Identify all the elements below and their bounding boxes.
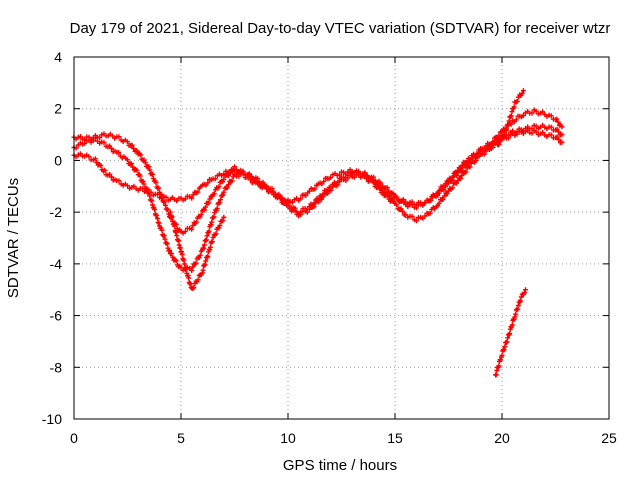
series-track-d xyxy=(167,209,227,291)
y-tick-label: -6 xyxy=(50,308,63,324)
x-tick-label: 20 xyxy=(494,430,510,446)
y-tick-label: -8 xyxy=(50,359,63,375)
x-tick-label: 0 xyxy=(70,430,78,446)
plot-frame xyxy=(73,56,610,420)
data-series xyxy=(71,88,565,378)
y-tick-label: -4 xyxy=(50,256,63,272)
series-markers xyxy=(495,88,526,148)
x-axis-ticks: 0 5 10 15 20 25 xyxy=(70,57,617,446)
x-tick-label: 5 xyxy=(177,430,185,446)
y-axis-label: SDTVAR / TECUs xyxy=(5,178,22,298)
y-axis-ticks: 4 2 0 -2 -4 -6 -8 -10 xyxy=(42,49,609,427)
y-tick-label: 4 xyxy=(54,49,62,65)
series-markers xyxy=(71,122,565,236)
series-markers xyxy=(493,287,528,378)
series-track-b xyxy=(71,107,565,274)
chart-title: Day 179 of 2021, Sidereal Day-to-day VTE… xyxy=(70,20,611,37)
series-track-a xyxy=(71,122,565,236)
y-tick-label: 0 xyxy=(54,152,62,168)
series-track-f xyxy=(495,88,526,148)
grid-lines xyxy=(74,57,609,419)
y-tick-label: -10 xyxy=(42,411,62,427)
series-track-e xyxy=(493,287,528,378)
series-markers xyxy=(71,107,565,274)
y-tick-label: 2 xyxy=(54,101,62,117)
series-markers xyxy=(167,209,227,291)
y-tick-label: -2 xyxy=(50,204,63,220)
x-tick-label: 25 xyxy=(601,430,617,446)
x-tick-label: 15 xyxy=(387,430,403,446)
x-axis-label: GPS time / hours xyxy=(283,457,397,474)
x-tick-label: 10 xyxy=(280,430,296,446)
